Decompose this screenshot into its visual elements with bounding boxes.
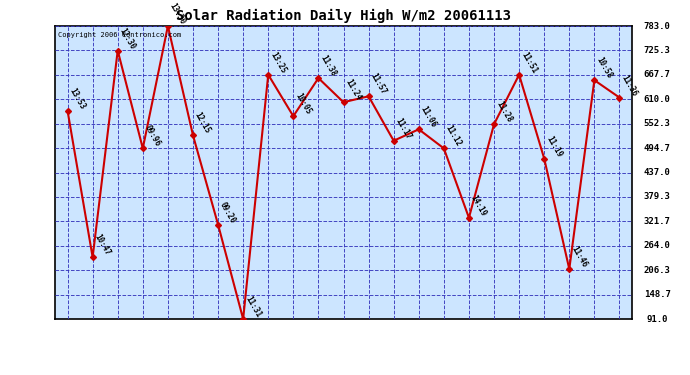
Text: 11/03: 11/03 <box>389 333 398 360</box>
Text: 667.7: 667.7 <box>644 70 671 80</box>
Text: 206.3: 206.3 <box>18 266 45 274</box>
Text: 10:47: 10:47 <box>92 232 112 257</box>
Text: 91.0: 91.0 <box>647 315 668 324</box>
Text: 783.0: 783.0 <box>644 21 671 30</box>
Text: 12:30: 12:30 <box>118 26 137 51</box>
Text: 11:38: 11:38 <box>318 54 338 78</box>
Text: 12:15: 12:15 <box>193 111 213 135</box>
Text: 552.3: 552.3 <box>644 119 671 128</box>
Text: 437.0: 437.0 <box>18 168 45 177</box>
Text: 494.7: 494.7 <box>644 144 671 153</box>
Text: 610.0: 610.0 <box>18 95 45 104</box>
Text: 10/22: 10/22 <box>88 333 97 360</box>
Title: Solar Radiation Daily High W/m2 20061113: Solar Radiation Daily High W/m2 20061113 <box>176 9 511 24</box>
Text: 10/31: 10/31 <box>314 333 323 360</box>
Text: 13:53: 13:53 <box>68 86 87 111</box>
Text: 11:24: 11:24 <box>344 78 363 102</box>
Text: 264.0: 264.0 <box>644 241 671 250</box>
Text: 11/08: 11/08 <box>515 333 524 360</box>
Text: 10/23: 10/23 <box>113 333 122 360</box>
Text: 11:46: 11:46 <box>569 244 589 269</box>
Text: 11:36: 11:36 <box>620 73 639 98</box>
Text: 10/28: 10/28 <box>239 333 248 360</box>
Text: 91.0: 91.0 <box>21 315 42 324</box>
Text: 10:58: 10:58 <box>594 56 613 80</box>
Text: 11/11: 11/11 <box>590 333 599 360</box>
Text: 11/05: 11/05 <box>440 333 449 360</box>
Text: 10/24: 10/24 <box>138 333 147 360</box>
Text: 11/09: 11/09 <box>540 333 549 360</box>
Text: 11:28: 11:28 <box>494 100 513 124</box>
Text: 321.7: 321.7 <box>18 217 45 226</box>
Text: 10:05: 10:05 <box>293 92 313 116</box>
Text: 148.7: 148.7 <box>644 290 671 299</box>
Text: 14:19: 14:19 <box>469 193 489 218</box>
Text: 552.3: 552.3 <box>18 119 45 128</box>
Text: 11/02: 11/02 <box>364 333 373 360</box>
Text: 09:96: 09:96 <box>143 124 162 148</box>
Text: 11/06: 11/06 <box>464 333 473 360</box>
Text: 379.3: 379.3 <box>18 192 45 201</box>
Text: 494.7: 494.7 <box>18 144 45 153</box>
Text: 10/29: 10/29 <box>264 333 273 360</box>
Text: 10/27: 10/27 <box>214 333 223 360</box>
Text: 379.3: 379.3 <box>644 192 671 201</box>
Text: 610.0: 610.0 <box>644 95 671 104</box>
Text: 11:51: 11:51 <box>519 50 538 75</box>
Text: 13:30: 13:30 <box>168 2 187 26</box>
Text: 10/25: 10/25 <box>164 333 172 360</box>
Text: 725.3: 725.3 <box>644 46 671 55</box>
Text: 11:31: 11:31 <box>243 294 262 319</box>
Text: Copyright 2006 Contronico.com: Copyright 2006 Contronico.com <box>58 32 181 38</box>
Text: 667.7: 667.7 <box>18 70 45 80</box>
Text: 11:57: 11:57 <box>368 72 388 96</box>
Text: 11:19: 11:19 <box>544 134 564 159</box>
Text: 10/26: 10/26 <box>188 333 197 360</box>
Text: 11/12: 11/12 <box>615 333 624 360</box>
Text: 11/04: 11/04 <box>414 333 423 360</box>
Text: 148.7: 148.7 <box>18 290 45 299</box>
Text: 264.0: 264.0 <box>18 241 45 250</box>
Text: 11:06: 11:06 <box>419 105 438 129</box>
Text: 783.0: 783.0 <box>18 21 45 30</box>
Text: 206.3: 206.3 <box>644 266 671 274</box>
Text: 13:25: 13:25 <box>268 50 288 75</box>
Text: 321.7: 321.7 <box>644 217 671 226</box>
Text: 10/30: 10/30 <box>289 333 298 360</box>
Text: 11:17: 11:17 <box>394 116 413 141</box>
Text: 10/21: 10/21 <box>63 333 72 360</box>
Text: 11/07: 11/07 <box>489 333 498 360</box>
Text: 437.0: 437.0 <box>644 168 671 177</box>
Text: 11:12: 11:12 <box>444 124 463 148</box>
Text: 725.3: 725.3 <box>18 46 45 55</box>
Text: 09:20: 09:20 <box>218 200 237 225</box>
Text: 11/10: 11/10 <box>565 333 574 360</box>
Text: 11/01: 11/01 <box>339 333 348 360</box>
